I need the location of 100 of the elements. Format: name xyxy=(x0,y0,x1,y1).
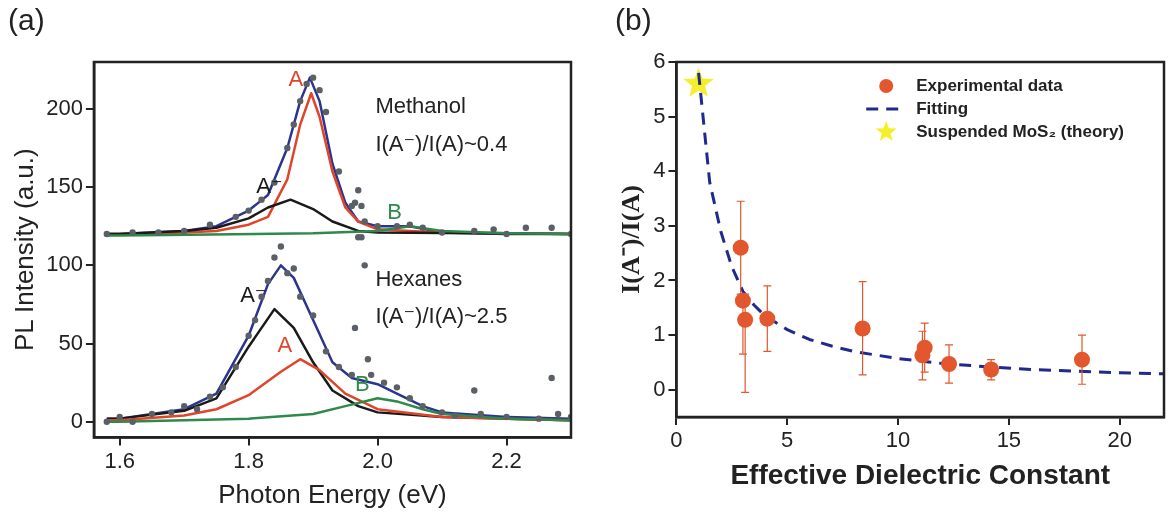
point xyxy=(316,86,323,94)
point xyxy=(322,348,330,355)
chart-title: (a) xyxy=(8,3,45,37)
point xyxy=(335,168,343,175)
point xyxy=(351,324,359,332)
y-tick-label: 0 xyxy=(653,375,666,401)
annotation: Methanol xyxy=(375,93,466,119)
point xyxy=(309,312,317,319)
x-tick-label: 15 xyxy=(996,427,1022,453)
point xyxy=(284,269,291,277)
point xyxy=(548,374,555,382)
x-tick-label: 2.0 xyxy=(362,447,393,473)
point xyxy=(258,196,265,203)
point xyxy=(148,410,156,418)
point xyxy=(335,363,343,371)
point xyxy=(297,293,304,300)
chart-title: (b) xyxy=(615,3,652,37)
y-tick-label: 50 xyxy=(58,329,83,355)
point xyxy=(490,226,497,233)
point xyxy=(351,199,359,206)
point xyxy=(364,355,372,363)
point xyxy=(471,227,478,235)
point xyxy=(116,413,123,421)
point xyxy=(451,412,459,419)
annotation: I(A⁻)/I(A)~0.4 xyxy=(375,130,508,156)
point xyxy=(290,265,297,272)
point xyxy=(438,229,446,236)
point xyxy=(374,223,381,230)
point xyxy=(503,413,510,421)
point xyxy=(284,144,291,152)
point xyxy=(522,224,530,231)
point xyxy=(759,310,776,327)
point xyxy=(129,229,136,236)
y-axis-title: I(A⁻)/I(A) xyxy=(616,185,646,294)
point xyxy=(309,74,317,81)
series-label: A xyxy=(288,66,304,92)
point xyxy=(471,387,478,394)
point xyxy=(264,277,272,285)
y-tick-label: 200 xyxy=(46,94,83,120)
point xyxy=(206,393,214,400)
point xyxy=(251,316,259,324)
point xyxy=(219,384,227,391)
point xyxy=(361,218,368,225)
x-tick-label: 10 xyxy=(885,427,911,453)
point xyxy=(322,108,330,116)
y-tick-label: 0 xyxy=(70,407,83,433)
x-tick-label: 1.6 xyxy=(104,447,135,473)
series-label: B xyxy=(387,199,402,225)
x-tick-label: 2.2 xyxy=(491,447,522,473)
x-axis-title: Photon Energy (eV) xyxy=(218,478,447,509)
point xyxy=(406,221,414,228)
point xyxy=(503,230,510,238)
point xyxy=(232,363,239,371)
y-tick-label: 3 xyxy=(653,211,666,237)
point xyxy=(206,221,214,228)
point xyxy=(271,254,278,261)
point xyxy=(348,371,355,379)
x-tick-label: 5 xyxy=(781,427,794,453)
point xyxy=(477,410,484,418)
point xyxy=(155,229,162,236)
x-tick-label: 0 xyxy=(670,427,683,453)
y-tick-label: 6 xyxy=(653,48,666,74)
point xyxy=(732,239,749,256)
point xyxy=(193,406,201,413)
point xyxy=(380,379,388,386)
point xyxy=(245,207,252,214)
point xyxy=(548,224,555,231)
point xyxy=(103,230,110,238)
y-tick-label: 2 xyxy=(653,266,666,292)
x-tick-label: 20 xyxy=(1107,427,1132,453)
x-axis-title: Effective Dielectric Constant xyxy=(730,458,1111,490)
point xyxy=(303,80,310,88)
annotation: I(A⁻)/I(A)~2.5 xyxy=(375,303,508,329)
point xyxy=(180,402,188,410)
point xyxy=(168,409,175,416)
point xyxy=(419,224,426,231)
point xyxy=(361,262,368,269)
point xyxy=(854,320,871,337)
point xyxy=(419,402,426,410)
series-label: A xyxy=(277,332,293,358)
point xyxy=(290,121,297,128)
x-tick-label: 1.8 xyxy=(233,447,264,473)
point xyxy=(129,418,136,425)
point xyxy=(358,202,365,210)
y-tick-label: 150 xyxy=(46,173,83,199)
point xyxy=(393,223,401,230)
point xyxy=(355,187,362,194)
annotation: Hexanes xyxy=(375,265,463,291)
point xyxy=(245,332,252,339)
point xyxy=(232,213,239,221)
y-tick-label: 4 xyxy=(653,157,666,183)
legend-label: Suspended MoS₂ (theory) xyxy=(916,121,1125,141)
point xyxy=(554,410,562,418)
y-axis-title: PL Intensity (a.u.) xyxy=(8,148,39,352)
point xyxy=(297,97,304,105)
y-tick-label: 5 xyxy=(653,102,666,128)
point xyxy=(103,418,110,425)
y-tick-label: 1 xyxy=(653,321,666,347)
point xyxy=(535,415,542,422)
y-tick-label: 100 xyxy=(46,251,83,277)
